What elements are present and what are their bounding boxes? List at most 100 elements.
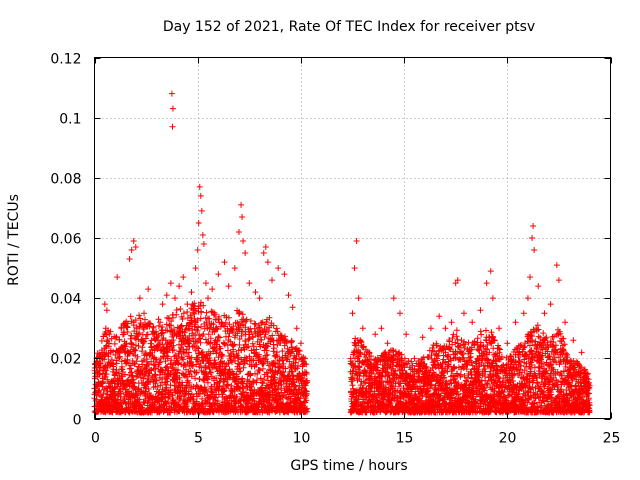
data-point (150, 324, 157, 331)
data-point (194, 327, 201, 334)
data-point (250, 334, 257, 341)
data-point (137, 315, 144, 322)
data-point (258, 384, 265, 391)
data-point (253, 346, 260, 353)
data-point (140, 357, 147, 364)
data-point (478, 331, 485, 338)
data-point (274, 328, 281, 335)
data-point (133, 358, 140, 365)
data-point (366, 356, 373, 363)
data-point (460, 354, 467, 361)
data-point (250, 380, 257, 387)
data-point (142, 335, 149, 342)
data-point (124, 356, 131, 363)
data-point (263, 356, 270, 363)
data-point (373, 367, 380, 374)
data-point (183, 403, 190, 410)
data-point (203, 387, 210, 394)
data-point (208, 308, 215, 315)
data-point (205, 331, 212, 338)
data-point (94, 350, 101, 357)
data-point (163, 384, 170, 391)
data-point (282, 365, 289, 372)
data-point (117, 390, 124, 397)
data-point (203, 309, 210, 316)
data-point (100, 378, 107, 385)
data-point (439, 387, 446, 394)
data-point (135, 331, 142, 338)
data-point (185, 349, 192, 356)
data-point (264, 373, 271, 380)
data-point (202, 364, 209, 371)
data-point (441, 374, 448, 381)
data-point (136, 396, 143, 403)
data-point (101, 356, 108, 363)
data-point (217, 345, 224, 352)
data-point (296, 347, 303, 354)
data-point (239, 388, 246, 395)
data-point (242, 337, 249, 344)
data-point (262, 321, 269, 328)
data-point (223, 395, 230, 402)
data-point (267, 335, 274, 342)
data-point (157, 319, 164, 326)
data-point (132, 317, 139, 324)
data-point (438, 379, 445, 386)
data-point (186, 332, 193, 339)
data-point (360, 385, 367, 392)
data-point (104, 337, 111, 344)
data-point (153, 356, 160, 363)
data-point (239, 311, 246, 318)
data-point (233, 393, 240, 400)
data-point (216, 334, 223, 341)
data-point (197, 299, 204, 306)
data-point (469, 362, 476, 369)
data-point (256, 324, 263, 331)
data-point (268, 401, 275, 408)
data-point (195, 345, 202, 352)
data-point (168, 318, 175, 325)
data-point (131, 384, 138, 391)
data-point (368, 353, 375, 360)
data-point (194, 344, 201, 351)
data-point (247, 317, 254, 324)
data-point (295, 362, 302, 369)
data-point (127, 313, 134, 320)
data-point (257, 343, 264, 350)
data-point (232, 379, 239, 386)
data-point (506, 392, 513, 399)
data-point (415, 357, 422, 364)
data-point (175, 367, 182, 374)
data-point (229, 328, 236, 335)
data-point (129, 372, 136, 379)
data-point (240, 364, 247, 371)
data-point (393, 374, 400, 381)
data-point (464, 361, 471, 368)
data-point (193, 361, 200, 368)
data-point (163, 343, 170, 350)
data-point (130, 376, 137, 383)
data-point (155, 322, 162, 329)
data-point (279, 393, 286, 400)
data-point (234, 319, 241, 326)
data-point (400, 385, 407, 392)
data-point (367, 360, 374, 367)
data-point (356, 349, 363, 356)
data-point (355, 363, 362, 370)
data-point (147, 340, 154, 347)
data-point (463, 378, 470, 385)
data-point (214, 398, 221, 405)
data-point (122, 343, 129, 350)
data-point (203, 352, 210, 359)
data-point (190, 398, 197, 405)
data-point (180, 356, 187, 363)
data-point (193, 369, 200, 376)
data-point (296, 370, 303, 377)
data-point (292, 383, 299, 390)
data-point (237, 322, 244, 329)
data-point (224, 347, 231, 354)
data-point (351, 375, 358, 382)
data-point (142, 388, 149, 395)
data-point (392, 368, 399, 375)
data-point (203, 319, 210, 326)
